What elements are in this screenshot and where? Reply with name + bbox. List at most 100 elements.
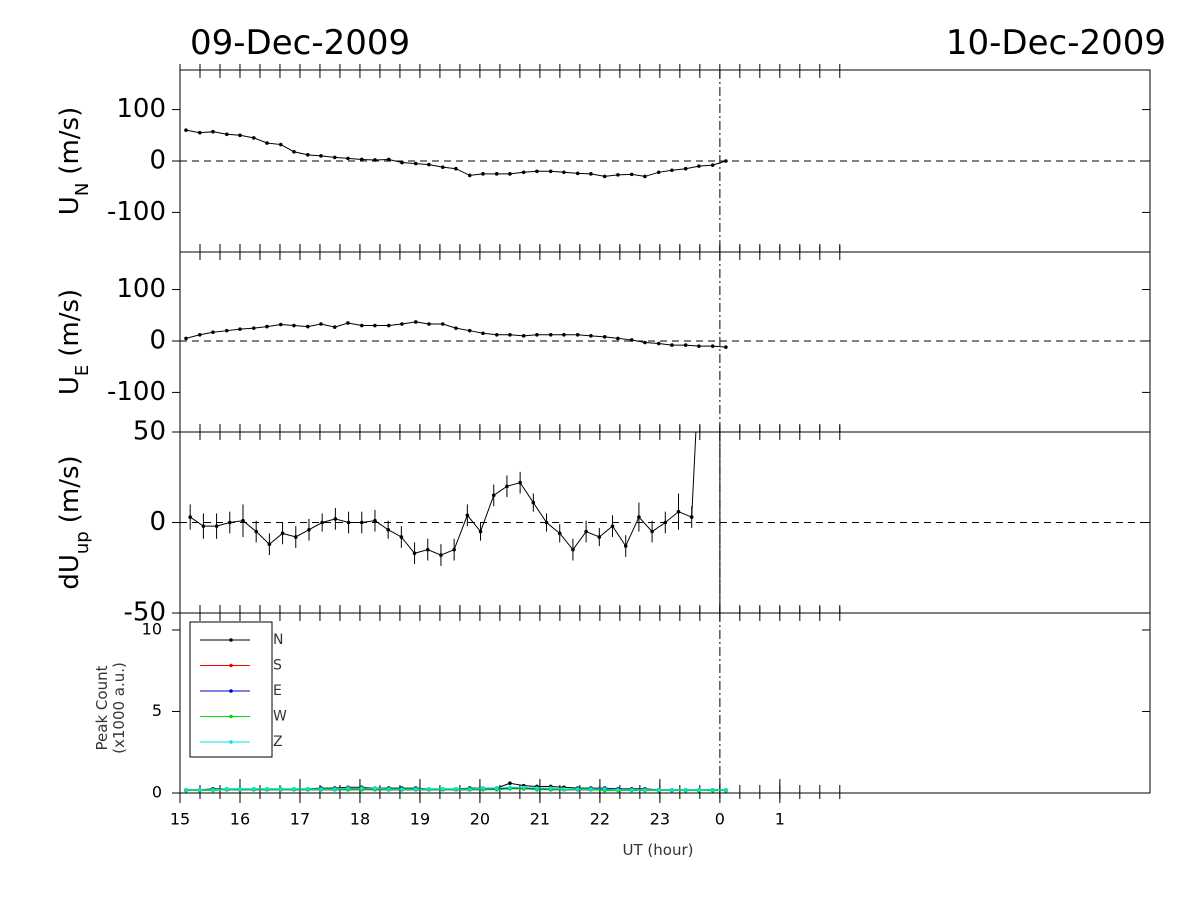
data-point	[518, 480, 522, 485]
y-tick-label: 0	[152, 783, 162, 802]
data-point	[427, 322, 431, 326]
data-point	[211, 330, 215, 335]
data-point	[575, 787, 580, 791]
y-label-unit: (m/s)	[55, 107, 85, 175]
data-point	[575, 333, 580, 337]
data-point	[224, 132, 229, 137]
data-point	[548, 333, 553, 337]
y-axis-label: UE (m/s)	[55, 289, 93, 395]
data-point	[332, 155, 337, 160]
data-point	[359, 520, 364, 525]
data-point	[637, 515, 641, 519]
data-point	[251, 136, 256, 140]
data-point	[413, 161, 418, 166]
y-tick-label: 0	[149, 146, 166, 176]
data-point	[359, 323, 364, 328]
data-point	[508, 172, 512, 176]
data-point	[211, 787, 215, 792]
data-point	[683, 166, 688, 171]
data-point	[589, 334, 593, 338]
data-point	[602, 335, 607, 339]
x-tick-label: 18	[350, 810, 370, 829]
data-point	[373, 518, 377, 523]
data-point	[251, 787, 256, 791]
data-point	[521, 334, 526, 338]
data-point	[251, 326, 256, 330]
data-point	[238, 327, 242, 331]
data-point	[292, 323, 296, 328]
data-point	[241, 518, 245, 523]
x-tick-label: 20	[470, 810, 490, 829]
data-point	[214, 524, 219, 528]
y-axis-label: UN (m/s)	[55, 107, 93, 215]
data-point	[505, 484, 509, 489]
data-point	[386, 527, 390, 532]
data-point	[562, 170, 566, 175]
data-point	[197, 130, 202, 135]
data-point	[643, 787, 647, 792]
data-point	[197, 333, 202, 337]
data-point	[278, 322, 283, 327]
legend-label: S	[273, 658, 282, 674]
data-point	[278, 787, 283, 791]
data-point	[265, 324, 269, 329]
data-point	[656, 341, 661, 346]
data-point	[663, 520, 668, 525]
data-point	[227, 520, 232, 525]
data-point	[454, 326, 458, 330]
data-point	[670, 168, 674, 173]
legend-label: N	[273, 632, 283, 648]
data-point	[373, 323, 377, 328]
data-point	[265, 141, 269, 145]
y-tick-label: 10	[142, 619, 162, 638]
series-line	[189, 431, 721, 613]
data-point	[427, 162, 431, 167]
data-point	[683, 343, 688, 347]
y-tick-label: 50	[133, 417, 166, 447]
data-point	[584, 529, 588, 534]
data-point	[575, 171, 580, 176]
y-tick-label: -100	[107, 377, 166, 407]
data-point	[531, 500, 536, 505]
data-point	[386, 323, 391, 328]
data-point	[332, 787, 337, 791]
data-point	[467, 328, 472, 333]
data-point	[616, 173, 620, 177]
data-point	[494, 172, 499, 176]
data-point	[697, 344, 701, 348]
data-point	[602, 174, 607, 179]
data-point	[440, 787, 445, 791]
data-point	[697, 164, 701, 168]
data-point	[602, 787, 607, 791]
data-point	[467, 173, 472, 178]
legend-label: E	[273, 683, 282, 699]
data-point	[494, 333, 499, 337]
x-tick-label: 21	[530, 810, 550, 829]
x-axis-label: UT (hour)	[623, 841, 694, 859]
data-point	[535, 169, 539, 174]
data-point	[373, 786, 377, 790]
data-point	[359, 157, 364, 162]
data-point	[224, 787, 229, 791]
data-point	[333, 517, 338, 521]
data-point	[184, 128, 188, 132]
data-point	[440, 322, 445, 326]
data-point	[427, 787, 431, 791]
data-point	[710, 344, 715, 348]
data-point	[465, 513, 470, 518]
data-point	[724, 345, 728, 349]
y-label-unit: (m/s)	[55, 289, 85, 357]
y-tick-label: 0	[149, 507, 166, 537]
data-point	[399, 535, 404, 539]
data-point	[440, 165, 445, 169]
legend-marker	[229, 689, 233, 693]
y-axis-label: Peak Count	[93, 665, 111, 750]
data-point	[454, 166, 458, 171]
x-tick-label: 15	[170, 810, 190, 829]
data-point	[319, 322, 323, 326]
data-point	[535, 786, 539, 790]
data-point	[346, 321, 350, 325]
data-point	[184, 787, 188, 792]
y-tick-label: -100	[107, 197, 166, 227]
data-point	[184, 336, 188, 341]
